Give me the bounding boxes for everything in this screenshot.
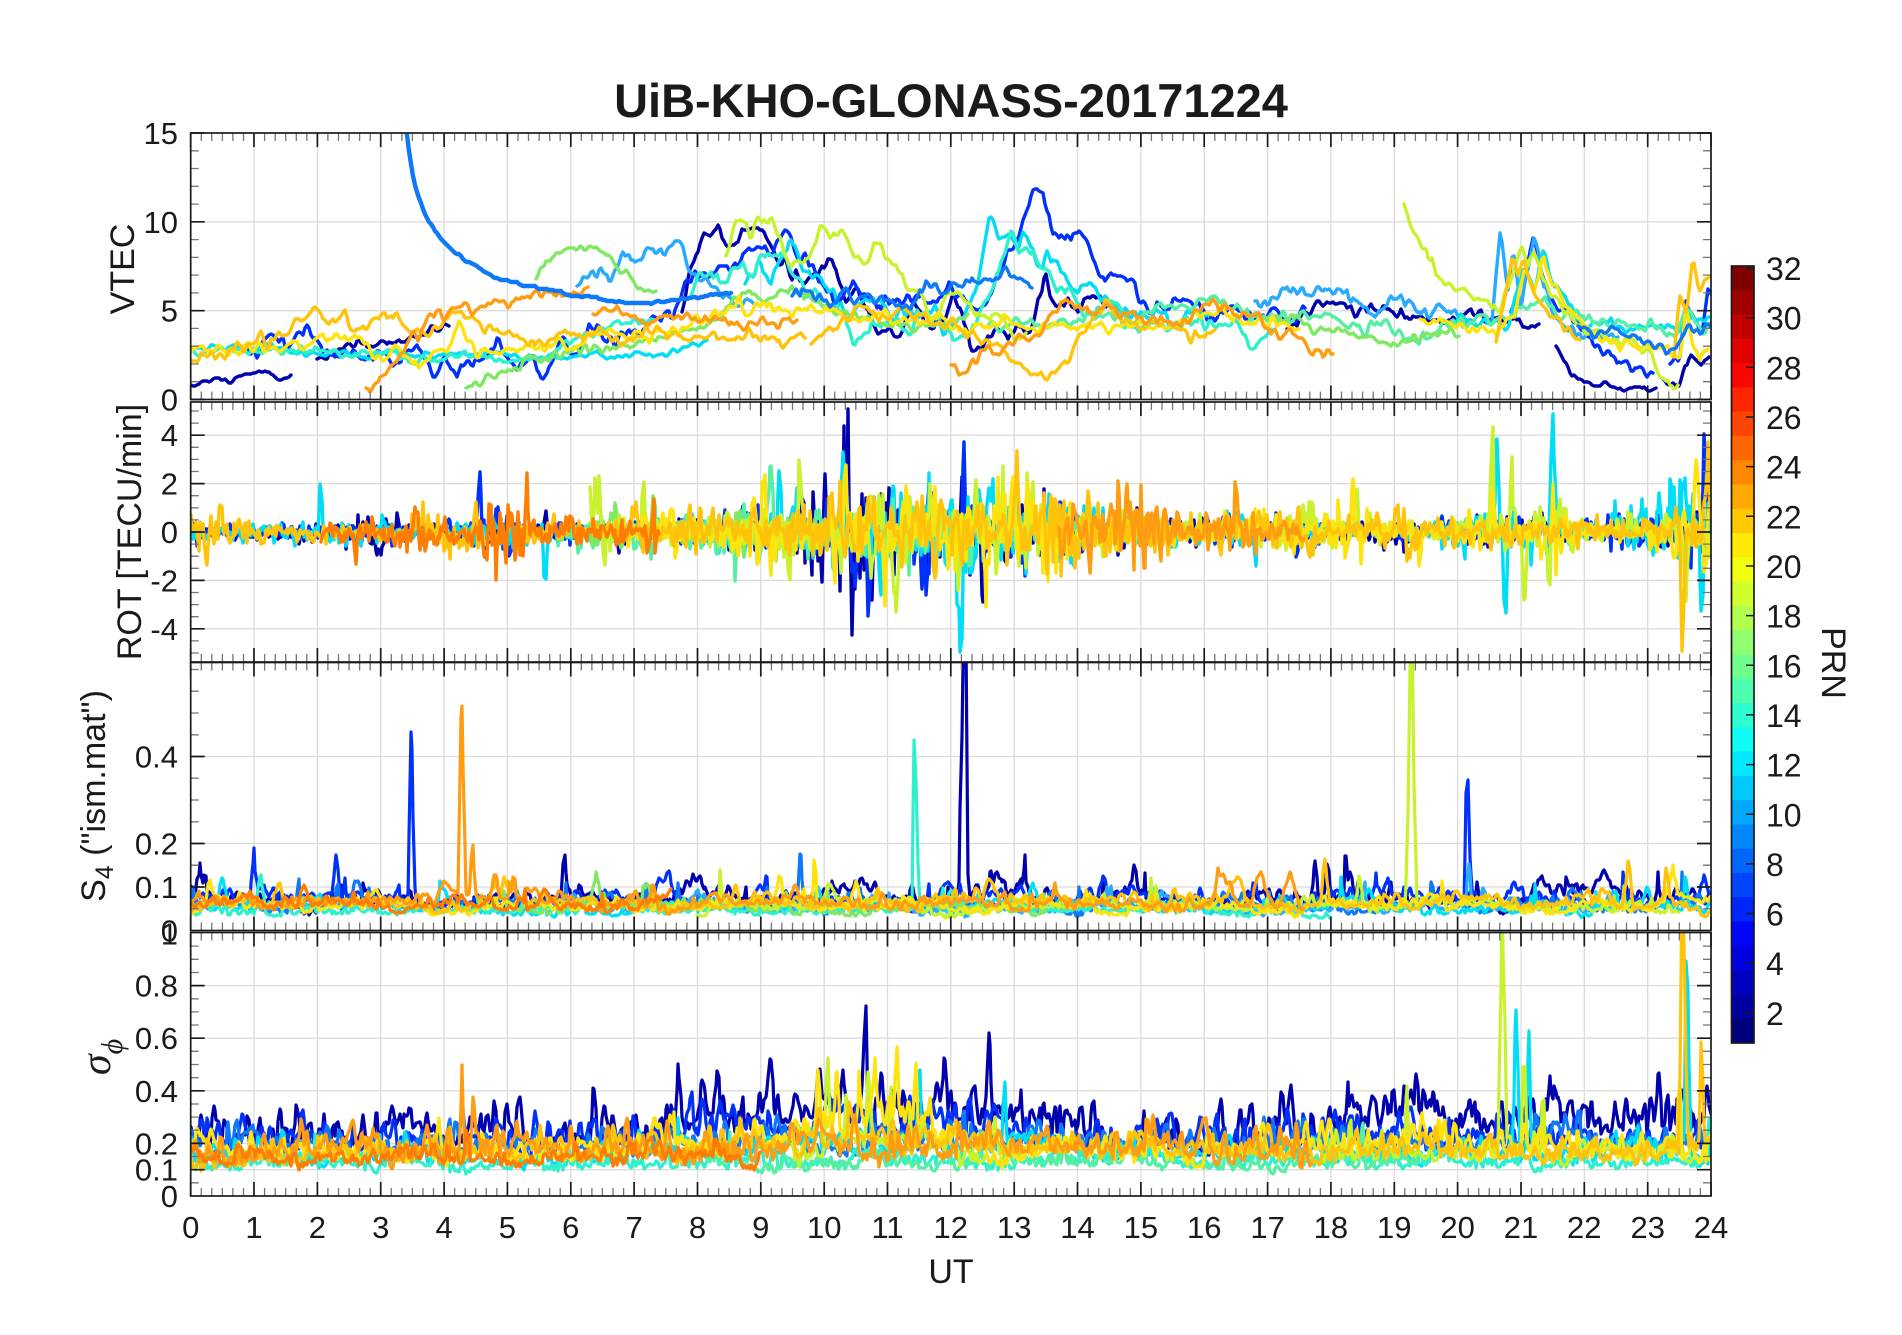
svg-text:0: 0 [161,914,178,949]
svg-text:18: 18 [1766,599,1802,635]
svg-text:0: 0 [182,1210,199,1245]
svg-text:28: 28 [1766,350,1802,386]
svg-text:24: 24 [1766,450,1802,486]
svg-text:9: 9 [752,1210,769,1245]
svg-text:14: 14 [1060,1210,1094,1245]
svg-text:21: 21 [1504,1210,1538,1245]
svg-text:0.1: 0.1 [135,870,178,905]
svg-text:32: 32 [1766,251,1802,287]
svg-text:5: 5 [499,1210,516,1245]
svg-text:20: 20 [1766,549,1802,585]
svg-text:σϕ: σϕ [74,1039,129,1075]
svg-text:10: 10 [144,205,178,240]
svg-text:0.4: 0.4 [135,740,178,775]
svg-text:8: 8 [1766,847,1784,883]
svg-text:15: 15 [1124,1210,1158,1245]
svg-text:-2: -2 [150,563,178,598]
svg-text:0.8: 0.8 [135,969,178,1004]
svg-text:0.2: 0.2 [135,827,178,862]
svg-text:UiB-KHO-GLONASS-20171224: UiB-KHO-GLONASS-20171224 [614,74,1288,127]
svg-text:12: 12 [1766,748,1802,784]
svg-text:4: 4 [435,1210,452,1245]
svg-text:0: 0 [161,383,178,418]
svg-text:0: 0 [161,1179,178,1214]
svg-text:16: 16 [1766,648,1802,684]
svg-text:0.4: 0.4 [135,1074,178,1109]
svg-text:1: 1 [245,1210,262,1245]
svg-text:26: 26 [1766,400,1802,436]
svg-text:23: 23 [1630,1210,1664,1245]
svg-text:0.1: 0.1 [135,1153,178,1188]
svg-text:24: 24 [1694,1210,1728,1245]
svg-text:-4: -4 [150,612,178,647]
svg-text:14: 14 [1766,698,1802,734]
svg-text:18: 18 [1314,1210,1348,1245]
svg-text:0.6: 0.6 [135,1021,178,1056]
svg-text:4: 4 [161,418,178,453]
svg-text:19: 19 [1377,1210,1411,1245]
svg-text:2: 2 [161,467,178,502]
svg-text:10: 10 [1766,797,1802,833]
svg-text:11: 11 [871,1210,903,1245]
svg-text:3: 3 [372,1210,389,1245]
svg-text:0.2: 0.2 [135,1126,178,1161]
svg-text:20: 20 [1440,1210,1474,1245]
svg-text:13: 13 [997,1210,1031,1245]
svg-text:ROT [TECU/min]: ROT [TECU/min] [111,404,149,660]
svg-text:1: 1 [161,917,178,952]
svg-text:7: 7 [625,1210,642,1245]
svg-text:2: 2 [309,1210,326,1245]
svg-text:5: 5 [161,294,178,329]
svg-text:22: 22 [1567,1210,1601,1245]
svg-text:12: 12 [934,1210,968,1245]
svg-text:15: 15 [144,116,178,151]
svg-text:16: 16 [1187,1210,1221,1245]
svg-text:6: 6 [1766,897,1784,933]
svg-text:2: 2 [1766,996,1784,1032]
svg-text:30: 30 [1766,301,1802,337]
svg-text:VTEC: VTEC [104,224,142,315]
svg-text:PRN: PRN [1814,627,1852,699]
svg-text:4: 4 [1766,946,1784,982]
svg-text:6: 6 [562,1210,579,1245]
svg-text:10: 10 [807,1210,841,1245]
svg-text:UT: UT [928,1253,973,1291]
svg-text:22: 22 [1766,499,1802,535]
svg-text:17: 17 [1250,1210,1284,1245]
svg-text:0: 0 [161,515,178,550]
svg-text:8: 8 [689,1210,706,1245]
